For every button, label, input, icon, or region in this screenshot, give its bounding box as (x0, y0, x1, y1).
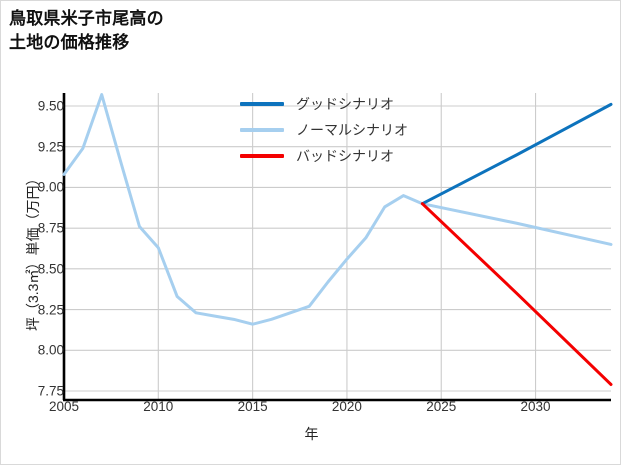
y-tick-label: 8.25 (37, 302, 64, 318)
x-tick-label: 2010 (143, 399, 174, 414)
x-tick-label: 2005 (48, 399, 80, 414)
y-tick-label: 8.50 (37, 261, 64, 277)
legend-color-swatch (240, 128, 284, 132)
legend-label: バッドシナリオ (296, 148, 394, 164)
x-tick-label: 2015 (237, 399, 268, 414)
y-tick-label: 9.25 (37, 139, 64, 155)
chart-legend: グッドシナリオ ノーマルシナリオ バッドシナリオ (240, 91, 408, 169)
page-title: 鳥取県米子市尾高の 土地の価格推移 (9, 9, 164, 53)
y-tick-label: 8.00 (37, 342, 64, 358)
legend-color-swatch (240, 102, 284, 106)
x-axis-ticks: 2005 2010 2015 2020 2025 2030 (1, 399, 621, 421)
y-axis-ticks: 9.50 9.25 9.00 8.75 8.50 8.25 8.00 7.75 (1, 1, 64, 466)
y-tick-label: 7.75 (37, 383, 64, 399)
y-axis-label: 坪（3.3㎡）単価（万円） (25, 171, 41, 331)
x-tick-label: 2030 (520, 399, 551, 414)
y-tick-label: 8.75 (37, 220, 64, 236)
legend-item-0[interactable]: グッドシナリオ (240, 91, 408, 117)
y-tick-label: 9.00 (37, 179, 64, 195)
legend-item-2[interactable]: バッドシナリオ (240, 143, 408, 169)
legend-label: グッドシナリオ (296, 96, 394, 112)
x-tick-label: 2020 (331, 399, 362, 414)
legend-color-swatch (240, 154, 284, 158)
legend-label: ノーマルシナリオ (296, 122, 408, 138)
x-tick-label: 2025 (426, 399, 457, 414)
y-tick-label: 9.50 (37, 98, 64, 114)
x-axis-label: 年 (304, 426, 319, 442)
legend-item-1[interactable]: ノーマルシナリオ (240, 117, 408, 143)
